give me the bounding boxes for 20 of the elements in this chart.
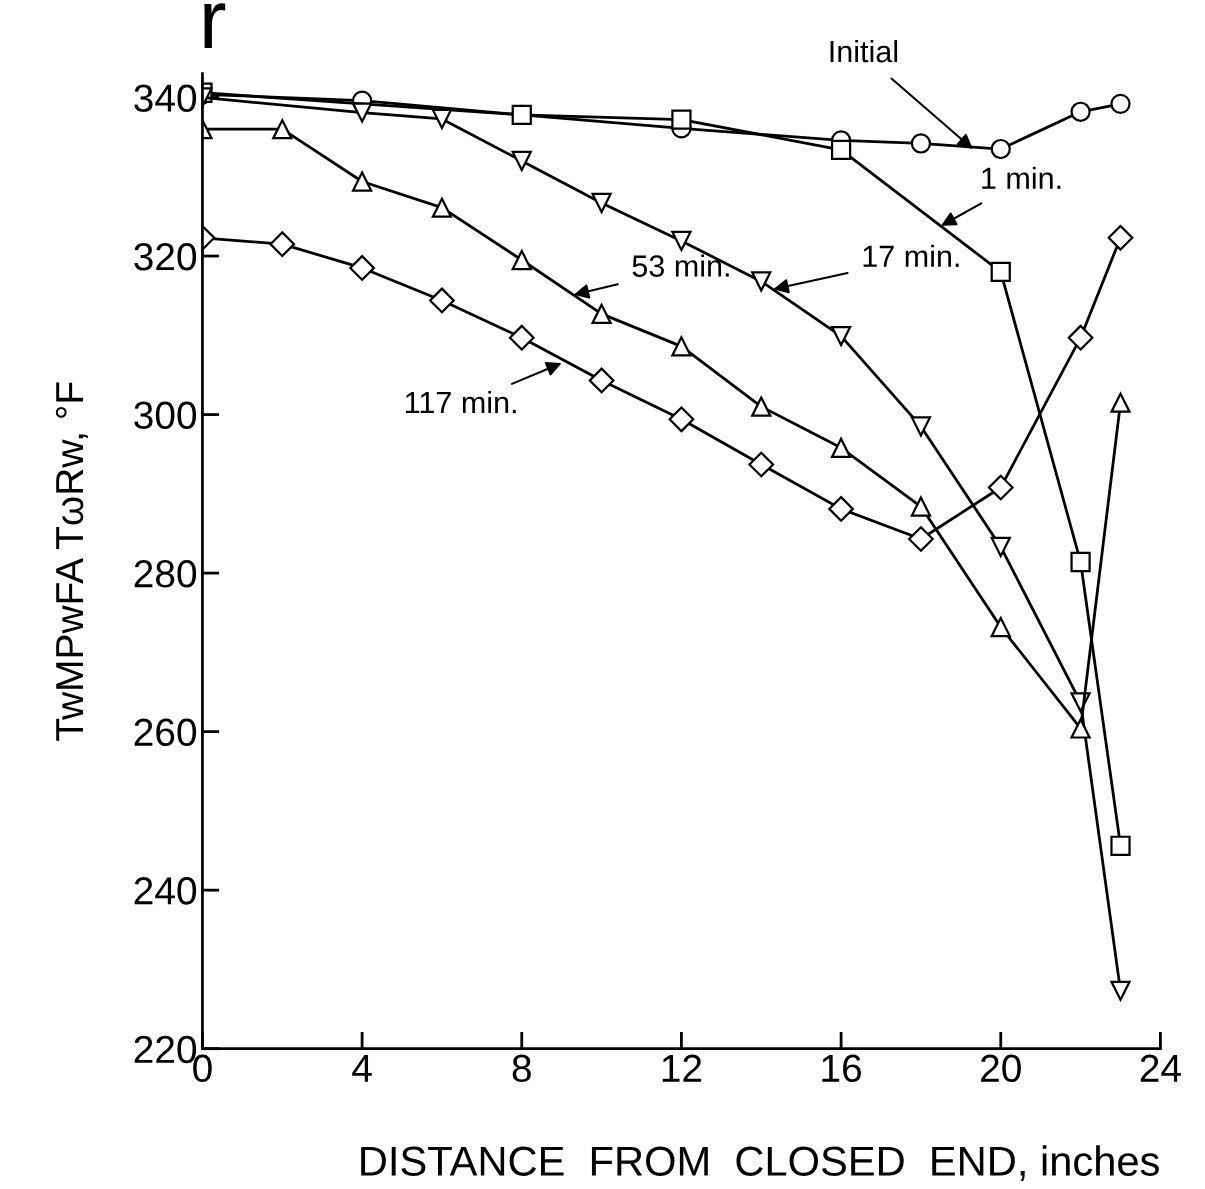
x-tick-label: 24 [1140,1054,1181,1082]
y-tick-label: 340 [134,84,197,112]
y-tick-label: 260 [134,718,197,747]
annotation: Initial [830,39,898,63]
y-tick-label: 280 [134,560,197,588]
y-tick-label: 320 [134,242,197,271]
annotation: 53 min. [632,254,729,277]
annotation: 1 min. [982,166,1061,189]
x-tick-label: 20 [981,1054,1021,1083]
y-tick-label: 240 [134,877,197,905]
x-tick-label: 4 [352,1054,372,1082]
text: r [204,3,226,49]
annotation: 17 min. [863,244,959,267]
x-axis-title: DISTANCE FROM CLOSED END, inches [361,1145,1159,1181]
y-axis-title: TwMPwFA TωRw, °F [55,382,88,741]
x-tick-label: 8 [512,1054,531,1083]
annotation: 117 min. [405,390,516,414]
x-tick-label: 12 [662,1054,702,1082]
y-tick-label: 300 [134,401,197,430]
x-tick-label: 16 [822,1054,862,1083]
